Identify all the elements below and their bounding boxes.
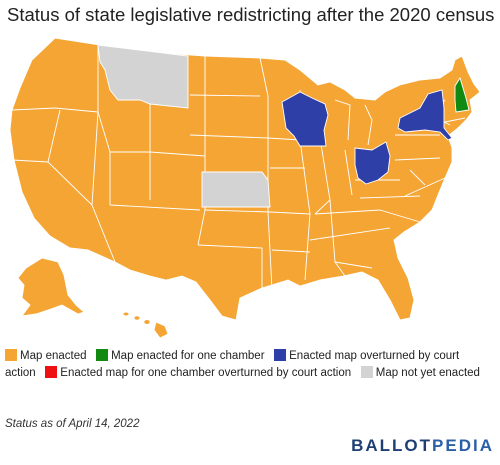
legend-label-one-chamber: Map enacted for one chamber bbox=[111, 350, 265, 362]
status-date-note: Status as of April 14, 2022 bbox=[5, 418, 140, 430]
us-states-map bbox=[9, 37, 481, 339]
hawaii-island-2 bbox=[133, 315, 141, 321]
new-hampshire-shape bbox=[454, 76, 470, 113]
legend-swatch-green bbox=[96, 349, 109, 361]
kansas-shape bbox=[201, 171, 271, 208]
alaska-shape bbox=[17, 257, 85, 317]
wisconsin-shape bbox=[281, 91, 329, 147]
legend-label-overturned: Enacted map overturned by court action bbox=[5, 350, 460, 379]
map-title: Status of state legislative redistrictin… bbox=[7, 4, 495, 25]
hawaii-island-4 bbox=[153, 321, 169, 339]
logo-part-pedia: PEDIA bbox=[432, 436, 494, 455]
legend-label-one-chamber-overturned: Enacted map for one chamber overturned b… bbox=[60, 367, 352, 379]
montana-shape bbox=[97, 44, 189, 109]
logo-part-ballot: BALLOT bbox=[351, 436, 433, 455]
legend-label-map-enacted: Map enacted bbox=[20, 350, 87, 362]
hawaii-island-1 bbox=[122, 311, 130, 317]
legend-item-map-enacted: Map enacted bbox=[5, 349, 87, 362]
legend-item-not-enacted: Map not yet enacted bbox=[360, 366, 480, 379]
new-york-shape bbox=[397, 89, 453, 141]
ballotpedia-logo: BALLOTPEDIA bbox=[351, 436, 494, 456]
legend-swatch-gray bbox=[360, 366, 373, 378]
hawaii-island-3 bbox=[143, 319, 151, 325]
legend-label-not-enacted: Map not yet enacted bbox=[375, 367, 480, 379]
legend-item-overturned: Enacted map overturned by court action bbox=[5, 349, 460, 379]
legend-swatch-blue bbox=[274, 349, 287, 361]
legend-swatch-red bbox=[45, 366, 58, 378]
ohio-shape bbox=[354, 141, 391, 185]
legend-swatch-orange bbox=[5, 349, 17, 361]
legend-item-one-chamber: Map enacted for one chamber bbox=[96, 349, 265, 362]
map-legend: Map enacted Map enacted for one chamber … bbox=[5, 348, 495, 382]
legend-item-one-chamber-overturned: Enacted map for one chamber overturned b… bbox=[45, 366, 352, 379]
